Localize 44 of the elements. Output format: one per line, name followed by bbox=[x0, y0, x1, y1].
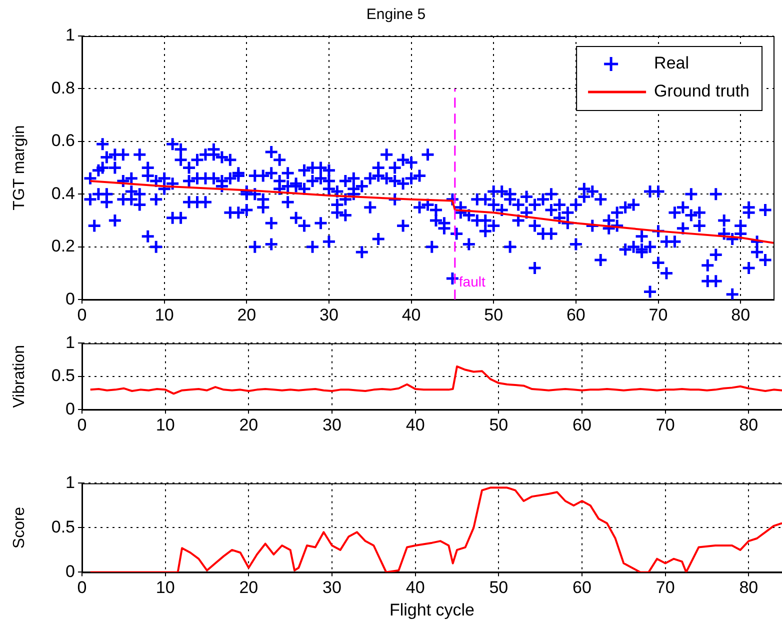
x-tick-label: 30 bbox=[322, 578, 342, 598]
y-tick-label: 1 bbox=[66, 26, 75, 45]
x-tick-label: 80 bbox=[739, 415, 758, 434]
x-tick-label: 50 bbox=[489, 578, 508, 598]
y-tick-label: 0 bbox=[66, 289, 75, 308]
x-tick-label: 60 bbox=[572, 578, 592, 598]
y-tick-label: 1 bbox=[66, 332, 75, 352]
x-tick-label: 40 bbox=[402, 305, 421, 324]
x-tick-label: 20 bbox=[239, 578, 258, 598]
ref-line-label: fault bbox=[458, 273, 486, 290]
x-tick-label: 50 bbox=[489, 415, 508, 434]
x-tick-label: 60 bbox=[566, 305, 586, 324]
y-tick-label: 0.8 bbox=[51, 78, 75, 98]
chart-title: Engine 5 bbox=[366, 6, 426, 24]
y-tick-label: 0.4 bbox=[51, 184, 75, 203]
y-tick-label: 0.2 bbox=[51, 236, 75, 256]
x-tick-label: 30 bbox=[320, 305, 338, 324]
legend-label: Ground truth bbox=[654, 82, 750, 101]
x-tick-label: 10 bbox=[156, 578, 175, 598]
x-tick-label: 20 bbox=[237, 305, 256, 324]
y-tick-label: 1 bbox=[66, 472, 75, 492]
y-axis-title: Vibration bbox=[11, 344, 28, 408]
x-tick-label: 80 bbox=[739, 578, 758, 598]
y-tick-label: 0.5 bbox=[51, 366, 75, 386]
x-axis-title: Flight cycle bbox=[389, 600, 475, 620]
x-tick-label: 70 bbox=[648, 305, 668, 324]
y-tick-label: 0 bbox=[66, 562, 75, 581]
y-axis-title: TGT margin bbox=[11, 125, 28, 210]
x-tick-label: 70 bbox=[656, 578, 675, 598]
x-tick-label: 20 bbox=[239, 415, 258, 434]
legend-label: Real bbox=[654, 54, 690, 73]
y-tick-label: 0 bbox=[66, 399, 75, 418]
x-tick-label: 10 bbox=[154, 305, 174, 324]
x-tick-label: 60 bbox=[572, 415, 592, 434]
y-tick-label: 0.6 bbox=[51, 131, 75, 150]
x-tick-label: 80 bbox=[731, 305, 750, 324]
x-tick-label: 40 bbox=[406, 578, 425, 598]
x-tick-label: 50 bbox=[484, 305, 504, 324]
x-tick-label: 30 bbox=[322, 415, 342, 434]
x-tick-label: 40 bbox=[406, 415, 425, 434]
x-tick-label: 70 bbox=[656, 415, 675, 434]
y-axis-title: Score bbox=[11, 506, 28, 549]
y-tick-label: 0.5 bbox=[51, 517, 75, 536]
x-tick-label: 10 bbox=[156, 415, 175, 434]
